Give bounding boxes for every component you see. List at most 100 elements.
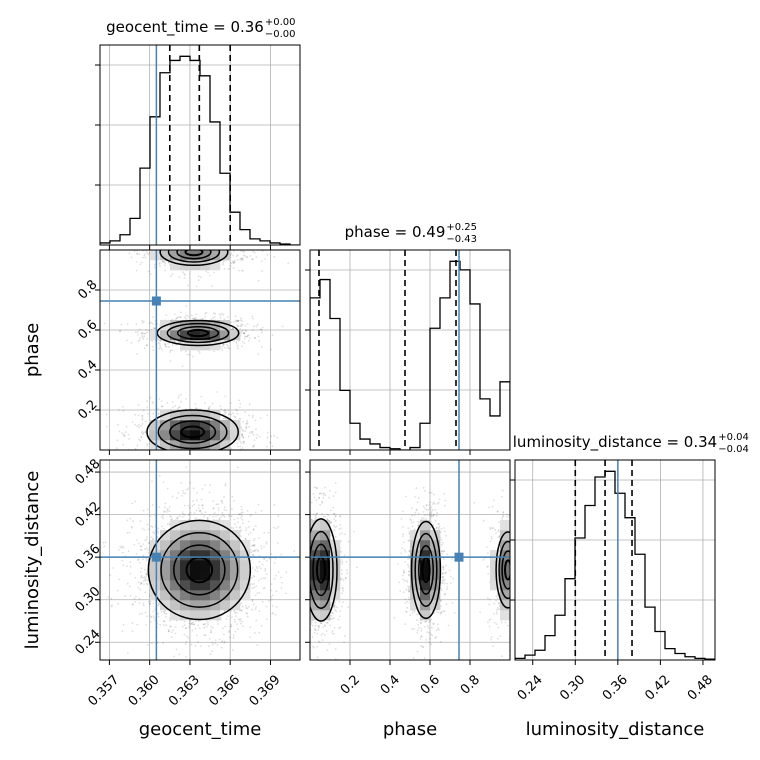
sample-point: [236, 324, 239, 327]
sample-point: [221, 349, 224, 351]
sample-point: [170, 636, 173, 639]
sample-point: [239, 325, 242, 328]
sample-point: [139, 588, 142, 591]
sample-point: [151, 504, 154, 506]
sample-point: [129, 594, 132, 597]
sample-point: [245, 422, 248, 425]
sample-point: [227, 344, 230, 347]
sample-point: [240, 330, 243, 333]
sample-point: [255, 606, 257, 608]
sample-point: [169, 247, 171, 249]
sample-point: [264, 243, 266, 245]
sample-point: [241, 435, 244, 438]
sample-point: [185, 488, 188, 491]
sample-point: [236, 319, 239, 322]
sample-point: [191, 455, 193, 457]
sample-point: [243, 254, 245, 257]
sample-point: [110, 597, 113, 600]
sample-point: [186, 635, 188, 637]
sample-point: [139, 263, 142, 266]
sample-point: [141, 576, 144, 579]
sample-point: [211, 239, 213, 241]
sample-point: [253, 583, 256, 585]
sample-point: [152, 327, 155, 330]
sample-point: [167, 342, 169, 345]
sample-point: [254, 594, 257, 597]
sample-point: [277, 525, 280, 528]
sample-point: [220, 248, 222, 250]
sample-point: [194, 403, 197, 405]
sample-point: [222, 344, 225, 346]
density-cell: [230, 330, 241, 341]
sample-point: [195, 243, 197, 245]
sample-point: [260, 509, 263, 512]
sample-point: [144, 579, 147, 582]
sample-point: [247, 334, 250, 336]
sample-point: [186, 246, 188, 248]
sample-point: [172, 241, 174, 243]
sample-point: [223, 248, 225, 250]
sample-point: [217, 507, 220, 509]
sample-point: [142, 602, 145, 605]
sample-point: [262, 587, 265, 590]
sample-point: [243, 332, 246, 335]
sample-point: [150, 620, 152, 623]
sample-point: [235, 408, 238, 411]
sample-point: [157, 532, 160, 534]
sample-point: [140, 436, 143, 439]
sample-point: [106, 425, 108, 428]
sample-point: [200, 241, 202, 243]
sample-point: [171, 495, 174, 498]
sample-point: [229, 402, 232, 404]
sample-point: [218, 313, 221, 315]
sample-point: [180, 232, 182, 234]
sample-point: [127, 433, 130, 436]
sample-point: [141, 335, 143, 337]
sample-point: [201, 233, 203, 235]
sample-point: [136, 425, 139, 428]
density-panel-geocent_time-vs-luminosity_distance: [95, 459, 301, 665]
sample-point: [152, 412, 155, 415]
sample-point: [230, 623, 233, 626]
sample-point: [146, 445, 149, 447]
sample-point: [126, 323, 129, 325]
sample-point: [140, 332, 143, 335]
sample-point: [253, 444, 255, 446]
sample-point: [126, 565, 128, 567]
sample-point: [208, 274, 211, 277]
sample-point: [244, 325, 247, 327]
sample-point: [201, 229, 203, 231]
sample-point: [235, 342, 238, 345]
density-cell: [180, 330, 191, 341]
sample-point: [191, 314, 193, 317]
sample-point: [136, 253, 138, 255]
sample-point: [137, 211, 139, 213]
sample-point: [241, 428, 244, 431]
sample-point: [270, 435, 272, 438]
sample-point: [211, 650, 213, 652]
sample-point: [223, 347, 226, 349]
sample-point: [280, 587, 283, 590]
sample-point: [188, 622, 191, 625]
sample-point: [178, 276, 181, 279]
sample-point: [190, 622, 193, 625]
sample-point: [236, 320, 239, 322]
sample-point: [180, 241, 182, 243]
sample-point: [254, 608, 257, 611]
sample-point: [150, 616, 153, 619]
sample-point: [219, 243, 221, 245]
sample-point: [253, 586, 255, 589]
sample-point: [264, 258, 266, 260]
sample-point: [239, 328, 242, 330]
sample-point: [223, 230, 225, 232]
sample-point: [273, 434, 275, 437]
sample-point: [233, 415, 236, 418]
sample-point: [252, 575, 255, 577]
sample-point: [223, 641, 226, 644]
sample-point: [242, 436, 245, 438]
sample-point: [122, 433, 125, 436]
sample-point: [143, 332, 146, 335]
sample-point: [141, 415, 144, 417]
sample-point: [207, 243, 209, 245]
sample-point: [193, 503, 196, 506]
